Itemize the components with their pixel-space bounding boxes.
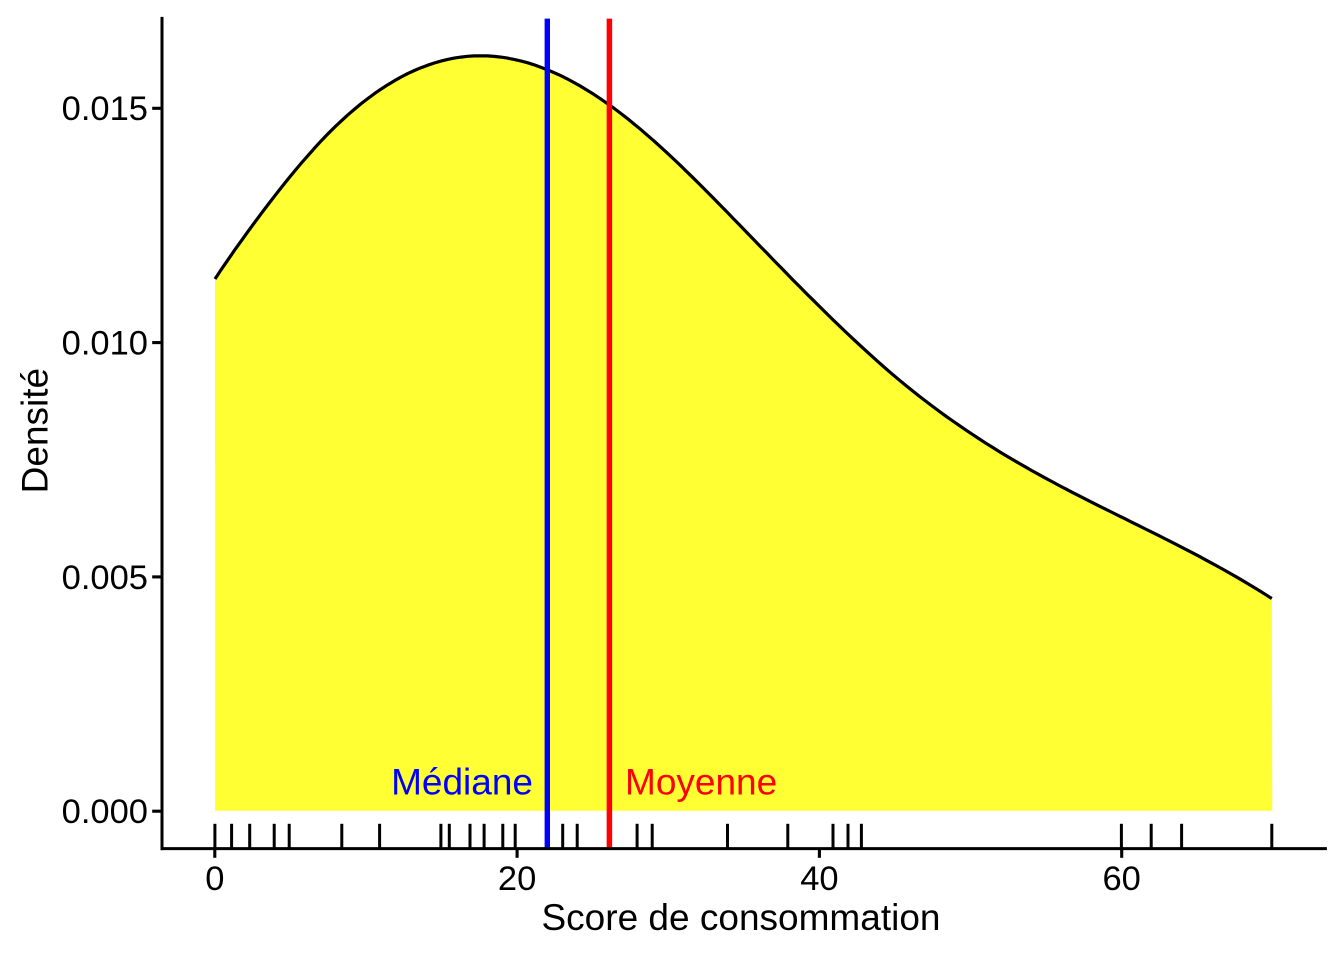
svg-text:0.015: 0.015 xyxy=(62,90,148,128)
svg-text:0.000: 0.000 xyxy=(62,793,148,831)
svg-text:0: 0 xyxy=(205,860,224,898)
svg-text:Médiane: Médiane xyxy=(391,762,533,803)
svg-text:Moyenne: Moyenne xyxy=(625,762,777,803)
svg-text:40: 40 xyxy=(800,860,838,898)
svg-text:20: 20 xyxy=(498,860,536,898)
svg-text:Densité: Densité xyxy=(15,368,56,493)
svg-text:60: 60 xyxy=(1103,860,1141,898)
svg-text:0.005: 0.005 xyxy=(62,559,148,597)
svg-text:0.010: 0.010 xyxy=(62,325,148,363)
svg-text:Score de consommation: Score de consommation xyxy=(542,897,941,938)
